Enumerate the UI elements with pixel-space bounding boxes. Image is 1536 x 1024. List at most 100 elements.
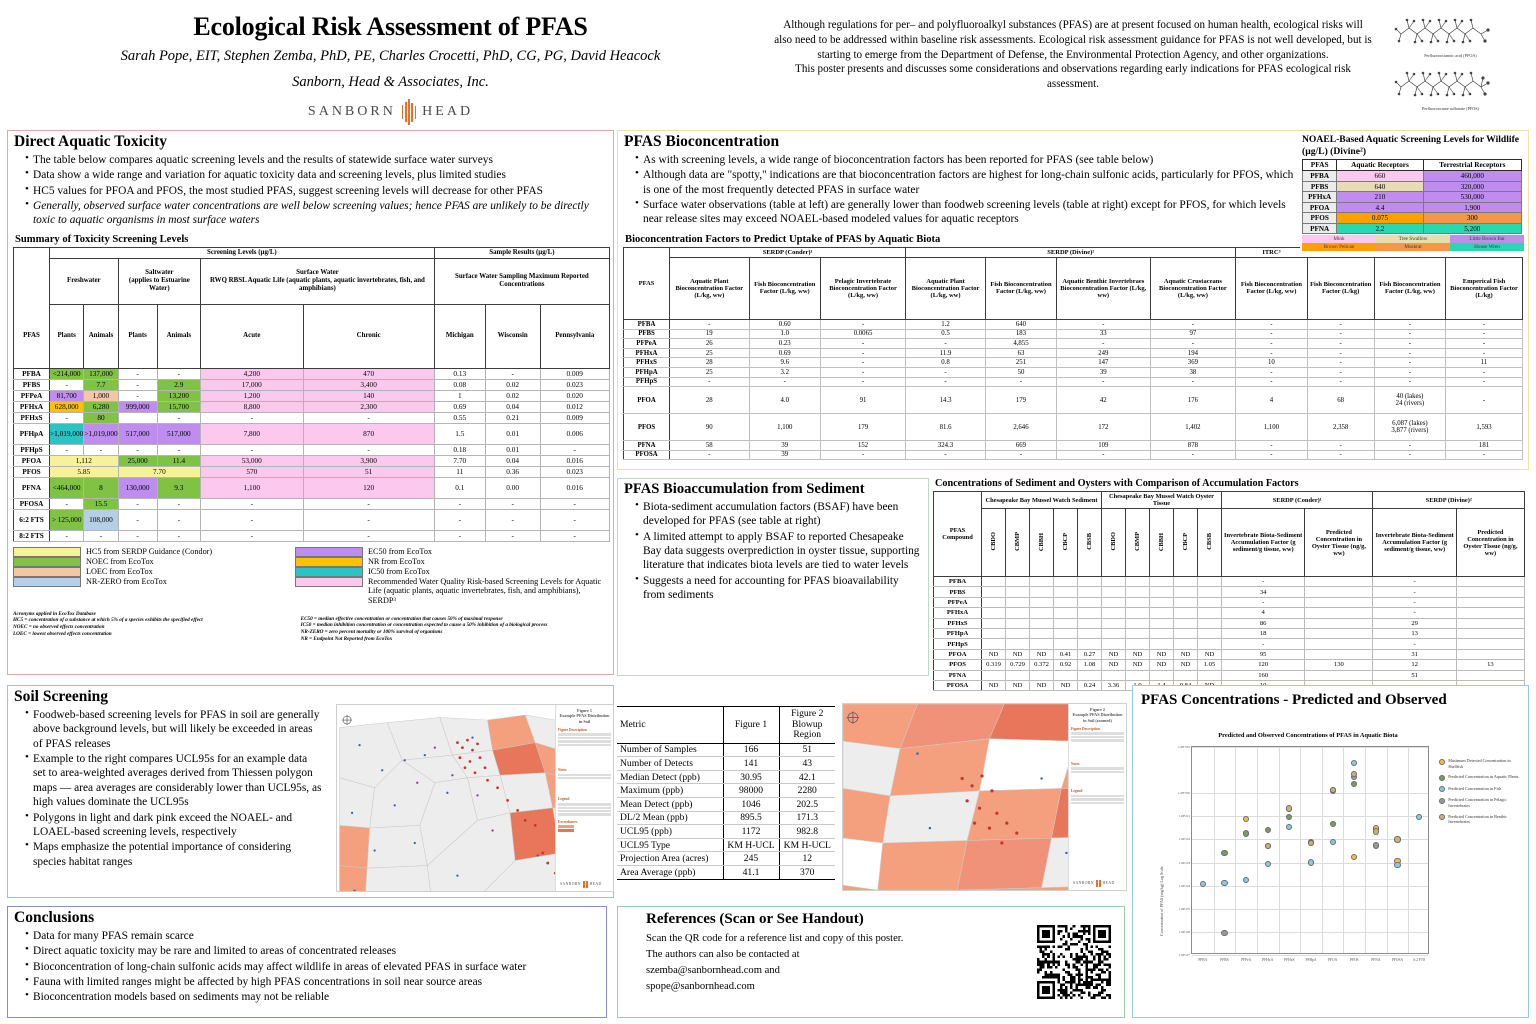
table-cell: 0.23 xyxy=(748,338,821,349)
chart-x-tick: PFOA xyxy=(1328,958,1338,962)
acronym-line: LOEC = lowest observed effects concentra… xyxy=(13,630,112,637)
table-row: PFOA 28 4.0 91 14.3 179 42 176 4 68 40 (lakes) 24 … xyxy=(623,386,1523,415)
table-cell: 1,900 xyxy=(1422,201,1523,214)
table-cell: - xyxy=(748,376,821,388)
th-saltwater: Saltwater (applies to Estuarine Water) xyxy=(117,257,202,305)
direct-aquatic-bullets: The table below compares aquatic screeni… xyxy=(8,152,613,228)
table-cell: PFOS xyxy=(13,465,50,478)
sed-group-header-row: PFAS Compound Chesapeake Bay Mussel Watch… xyxy=(933,490,1525,578)
th-chronic: Chronic xyxy=(302,303,435,369)
table-cell xyxy=(1029,617,1054,630)
legend-label: LOEC from EcoTox xyxy=(86,566,153,576)
table-cell: - xyxy=(819,338,907,349)
table-cell xyxy=(1173,638,1198,650)
th-rwq: Surface Water RWQ RBSL Aquatic Life (aqu… xyxy=(200,257,435,305)
legend-item: LOEC from EcoTox xyxy=(13,566,295,577)
table-cell xyxy=(1173,586,1198,598)
th-bcf-col: Aquatic Plant Bioconcentration Factor (L… xyxy=(905,256,986,320)
table-cell: - xyxy=(156,443,202,456)
pfoa-molecule-icon xyxy=(1394,18,1490,44)
table-cell: - xyxy=(433,497,486,510)
sed-column-header-row: CBDO CBMP CBBH CBCP CBSB CBDO CBMP CBBH CBCP CBSB… xyxy=(934,508,1526,578)
table-cell: PFOA xyxy=(933,648,982,661)
table-cell: - xyxy=(1445,338,1523,349)
table-cell: - xyxy=(1445,449,1523,461)
table-cell: - xyxy=(1373,318,1447,330)
chart-y-tick: 1.0E-01 xyxy=(1178,814,1190,819)
table-cell: - xyxy=(905,366,986,378)
table-cell: 0.36 xyxy=(484,465,541,478)
references-line: The authors can also be contacted at xyxy=(646,948,800,960)
map2-logo-bars-icon xyxy=(1095,880,1101,887)
table-cell xyxy=(1304,638,1374,650)
table-cell: - xyxy=(1149,376,1237,388)
toxicity-legend: HC5 from SERDP Guidance (Condor) NOEC fro… xyxy=(13,546,608,606)
bullet: HC5 values for PFOA and PFOS, the most s… xyxy=(25,183,607,198)
table-cell: 0.69 xyxy=(748,347,821,359)
table-cell xyxy=(1077,607,1102,619)
table-cell: 141 xyxy=(722,756,779,771)
table-cell: - xyxy=(984,449,1058,461)
table-cell xyxy=(1304,607,1374,619)
table-cell: 63 xyxy=(984,347,1058,359)
map-section-exceedances: Exceedances xyxy=(558,819,578,824)
chart-y-tick: 1.0E-04 xyxy=(1178,883,1190,888)
legend-label: EC50 from EcoTox xyxy=(368,546,433,556)
table-cell: 171.3 xyxy=(778,811,835,826)
noael-legend-item: House Wren xyxy=(1450,243,1524,252)
table-cell xyxy=(981,586,1006,598)
table-cell: 2.2 xyxy=(1336,222,1424,235)
chart-legend-item: Predicted Concentration in Fish xyxy=(1439,786,1519,793)
noael-legend-item: Muskrat xyxy=(1376,243,1450,252)
table-cell: 137,000 xyxy=(83,367,119,380)
figure1-map[interactable]: Figure 1 Example PFAS Distribution in So… xyxy=(336,704,614,892)
table-cell: 11.9 xyxy=(905,347,986,359)
th-sed-site-label: CBCP xyxy=(1061,532,1069,551)
table-row: PFBA -0.60-1.2 640- - - - - - xyxy=(623,318,1523,330)
table-cell: 95 xyxy=(1220,648,1306,661)
table-cell: 0.5 xyxy=(905,328,986,340)
legend-color-swatch xyxy=(13,556,81,567)
table-cell xyxy=(1005,669,1030,682)
table-cell: PFNA xyxy=(933,669,982,682)
th-sample-results: Sample Results (µg/L) xyxy=(433,246,611,259)
table-cell xyxy=(1125,607,1150,619)
map2-sanborn-logo: SANBORN HEAD xyxy=(1073,880,1115,887)
table-row: PFBS 640 320,000 xyxy=(1301,180,1523,193)
th-metric: Metric xyxy=(617,706,723,744)
bullet: The table below compares aquatic screeni… xyxy=(25,152,607,167)
table-row: PFOS 90 1,100 179 81.6 2,646 172 1,402 1,100 2,35… xyxy=(623,413,1523,442)
table-cell: 28 xyxy=(669,386,750,415)
table-row: PFNA 2.2 5,200 xyxy=(1301,222,1523,235)
bullet: Biota-sediment accumulation factors (BSA… xyxy=(635,499,922,529)
table-row: PFOS 0.075 300 xyxy=(1301,212,1523,224)
chart-data-point xyxy=(1329,838,1336,845)
table-cell: - xyxy=(1235,318,1308,330)
logo-text-sanborn: SANBORN xyxy=(307,104,396,119)
table-cell: 4.0 xyxy=(748,386,821,415)
table-cell: 19 xyxy=(669,328,750,340)
chart-gridline-v xyxy=(1213,747,1215,953)
references-email-1[interactable]: szemba@sanbornhead.com and xyxy=(646,964,780,976)
table-cell: - xyxy=(1445,318,1523,330)
chart-legend-label: Predicted Concentration in Pelagic Inver… xyxy=(1448,797,1507,809)
legend-color-swatch xyxy=(13,576,81,587)
table-cell: 29 xyxy=(1372,617,1457,630)
th-bcf-pfas: PFAS xyxy=(623,246,670,320)
qr-code[interactable] xyxy=(1037,925,1111,999)
legend-color-swatch xyxy=(295,556,363,567)
table-row: UCL95 (ppb) 1172 982.8 xyxy=(617,824,835,839)
table-cell: ND xyxy=(1005,679,1030,692)
th-sed-site: CBCP xyxy=(1173,508,1198,578)
figure2-map[interactable]: Figure 2 Example PFAS Distribution in So… xyxy=(842,703,1127,891)
th-bcf-col: Aquatic Benthic Invertebraes Bioconcentr… xyxy=(1056,256,1151,320)
table-cell: 0.020 xyxy=(539,389,610,402)
table-cell xyxy=(981,607,1006,619)
table-cell: - xyxy=(1056,338,1151,349)
table-cell: PFBA xyxy=(13,367,50,380)
references-email-2[interactable]: spope@sanbornhead.com xyxy=(646,980,755,992)
table-cell: 43 xyxy=(778,756,835,771)
table-cell: - xyxy=(905,449,986,461)
table-cell: Number of Detects xyxy=(617,756,723,771)
table-cell: ND xyxy=(1173,648,1198,661)
